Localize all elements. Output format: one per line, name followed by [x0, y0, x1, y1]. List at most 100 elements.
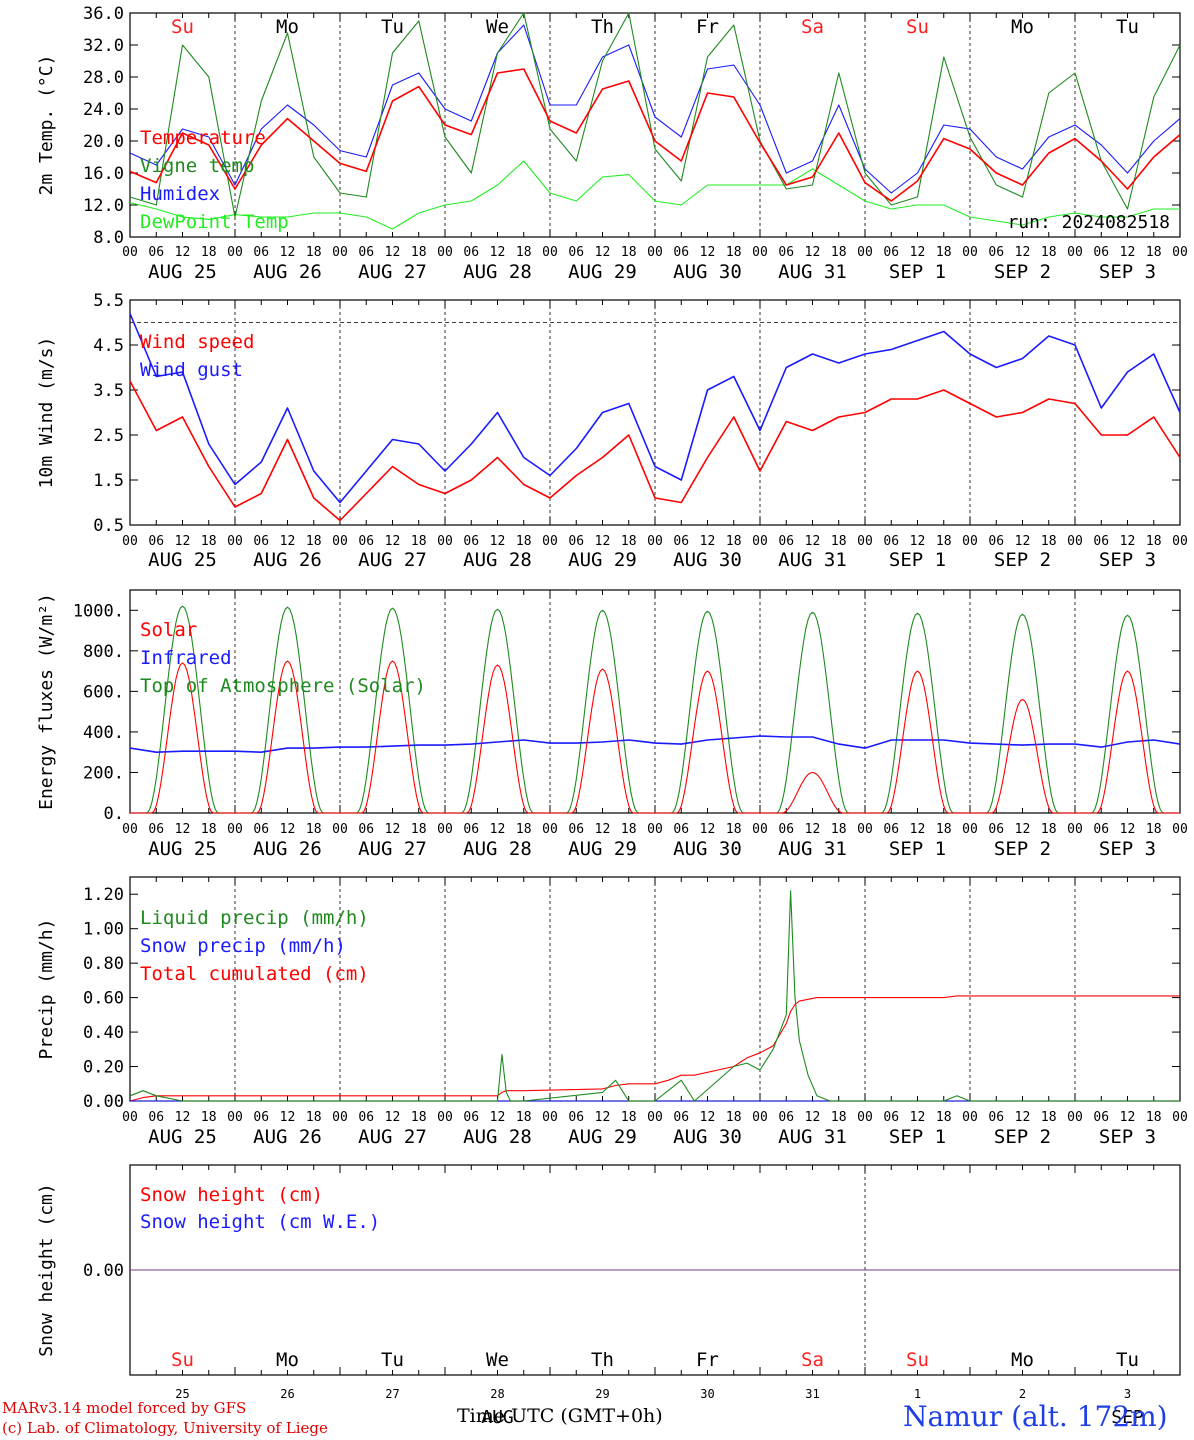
hour-tick-label: 00 — [332, 822, 348, 837]
hour-tick-label: 00 — [227, 245, 243, 260]
series-line-wind-speed — [129, 380, 1181, 522]
legend-entry: Wind gust — [140, 359, 243, 381]
day-number-label: 26 — [280, 1387, 294, 1401]
hour-tick-label: 06 — [673, 245, 689, 260]
hour-tick-label: 06 — [253, 534, 269, 549]
hour-tick-label: 00 — [332, 534, 348, 549]
hour-tick-label: 00 — [332, 245, 348, 260]
hour-tick-label: 00 — [1172, 245, 1188, 260]
y-tick-label: 4.5 — [93, 336, 124, 356]
hour-tick-label: 06 — [463, 534, 479, 549]
series-line-humidex — [129, 24, 1181, 194]
hour-tick-label: 06 — [988, 534, 1004, 549]
hour-tick-label: 18 — [831, 245, 847, 260]
hour-tick-label: 00 — [857, 245, 873, 260]
legend-entry: DewPoint Temp — [140, 211, 289, 233]
legend-entry: Top of Atmosphere (Solar) — [140, 675, 426, 697]
hour-tick-label: 12 — [385, 822, 401, 837]
hour-tick-label: 12 — [910, 822, 926, 837]
date-label: AUG 26 — [253, 1126, 322, 1148]
hour-tick-label: 06 — [148, 534, 164, 549]
hour-tick-label: 06 — [358, 1110, 374, 1125]
y-tick-label: 8.0 — [93, 228, 124, 248]
y-axis-title: Precip (mm/h) — [36, 919, 57, 1060]
day-of-week-label: Th — [591, 16, 614, 38]
hour-tick-label: 00 — [542, 245, 558, 260]
hour-tick-label: 00 — [752, 1110, 768, 1125]
hour-tick-label: 00 — [437, 245, 453, 260]
date-label: SEP 3 — [1099, 1126, 1156, 1148]
series-line-solar — [130, 660, 1180, 814]
hour-tick-label: 00 — [437, 1110, 453, 1125]
series-line-temperature — [129, 68, 1181, 202]
day-of-week-label: Tu — [381, 1349, 404, 1371]
hour-tick-label: 12 — [385, 534, 401, 549]
y-tick-label: 0.20 — [83, 1058, 124, 1078]
hour-tick-label: 18 — [831, 1110, 847, 1125]
legend-entry: Solar — [140, 619, 197, 641]
hour-tick-label: 00 — [752, 822, 768, 837]
hour-tick-label: 06 — [778, 534, 794, 549]
hour-tick-label: 06 — [883, 534, 899, 549]
hour-tick-label: 18 — [1146, 822, 1162, 837]
hour-tick-label: 18 — [516, 1110, 532, 1125]
hour-tick-label: 06 — [148, 822, 164, 837]
hour-tick-label: 12 — [700, 1110, 716, 1125]
hour-tick-label: 18 — [516, 245, 532, 260]
panel-snow: 0.00 Snow height (cm) Su Mo Tu We Th Fr Sa Su Mo Tu… — [36, 1164, 1181, 1428]
hour-tick-label: 12 — [385, 245, 401, 260]
hour-tick-label: 18 — [936, 534, 952, 549]
date-label: SEP 2 — [994, 261, 1051, 283]
hour-tick-label: 00 — [122, 822, 138, 837]
hour-tick-label: 00 — [1172, 1110, 1188, 1125]
hour-tick-label: 18 — [936, 1110, 952, 1125]
hour-tick-label: 18 — [411, 1110, 427, 1125]
hour-tick-label: 12 — [595, 822, 611, 837]
date-label: AUG 30 — [673, 549, 742, 571]
panel-precip: 0.00 0.20 0.40 0.60 0.80 1.00 1.20 Precip (mm/h… — [36, 876, 1188, 1148]
hour-tick-label: 00 — [1172, 534, 1188, 549]
hour-tick-label: 06 — [988, 1110, 1004, 1125]
date-label: AUG 29 — [568, 838, 637, 860]
hour-tick-label: 12 — [700, 822, 716, 837]
series-line-vigne-temp — [129, 12, 1181, 218]
date-label: AUG 31 — [778, 549, 847, 571]
x-axis-title: Time UTC (GMT+0h) — [457, 1405, 663, 1427]
location-label: Namur (alt. 172m) — [903, 1400, 1168, 1433]
date-label: AUG 29 — [568, 261, 637, 283]
hour-tick-label: 18 — [726, 534, 742, 549]
date-label: SEP 2 — [994, 549, 1051, 571]
day-of-week-label: Su — [906, 16, 929, 38]
hour-tick-label: 00 — [1067, 822, 1083, 837]
hour-tick-label: 06 — [673, 1110, 689, 1125]
lab-credit: (c) Lab. of Climatology, University of L… — [2, 1419, 328, 1437]
date-label: SEP 1 — [889, 1126, 946, 1148]
panel-temp: 8.0 12.0 16.0 20.0 24.0 28.0 32.0 36.0 2m Temp. … — [36, 4, 1188, 283]
hour-tick-label: 06 — [988, 245, 1004, 260]
hour-tick-label: 18 — [411, 534, 427, 549]
hour-tick-label: 06 — [568, 245, 584, 260]
hour-tick-label: 06 — [463, 245, 479, 260]
date-label: AUG 26 — [253, 549, 322, 571]
day-of-week-label: Su — [171, 16, 194, 38]
y-tick-label: 1000. — [73, 601, 124, 621]
hour-tick-label: 00 — [1067, 534, 1083, 549]
y-tick-label: 600. — [83, 682, 124, 702]
hour-tick-label: 00 — [962, 534, 978, 549]
date-label: AUG 28 — [463, 261, 532, 283]
hour-tick-label: 12 — [490, 245, 506, 260]
hour-tick-label: 06 — [673, 534, 689, 549]
hour-tick-label: 00 — [332, 1110, 348, 1125]
y-tick-label: 0.00 — [83, 1261, 124, 1281]
hour-tick-label: 18 — [1146, 245, 1162, 260]
y-tick-label: 1.5 — [93, 471, 124, 491]
hour-tick-label: 06 — [463, 822, 479, 837]
date-label: AUG 27 — [358, 549, 427, 571]
y-axis-title: Snow height (cm) — [36, 1183, 57, 1356]
day-number-label: 28 — [490, 1387, 504, 1401]
date-label: AUG 26 — [253, 261, 322, 283]
y-axis-title: Energy fluxes (W/m²) — [36, 593, 57, 810]
date-label: AUG 30 — [673, 1126, 742, 1148]
hour-tick-label: 12 — [175, 534, 191, 549]
hour-tick-label: 00 — [542, 534, 558, 549]
